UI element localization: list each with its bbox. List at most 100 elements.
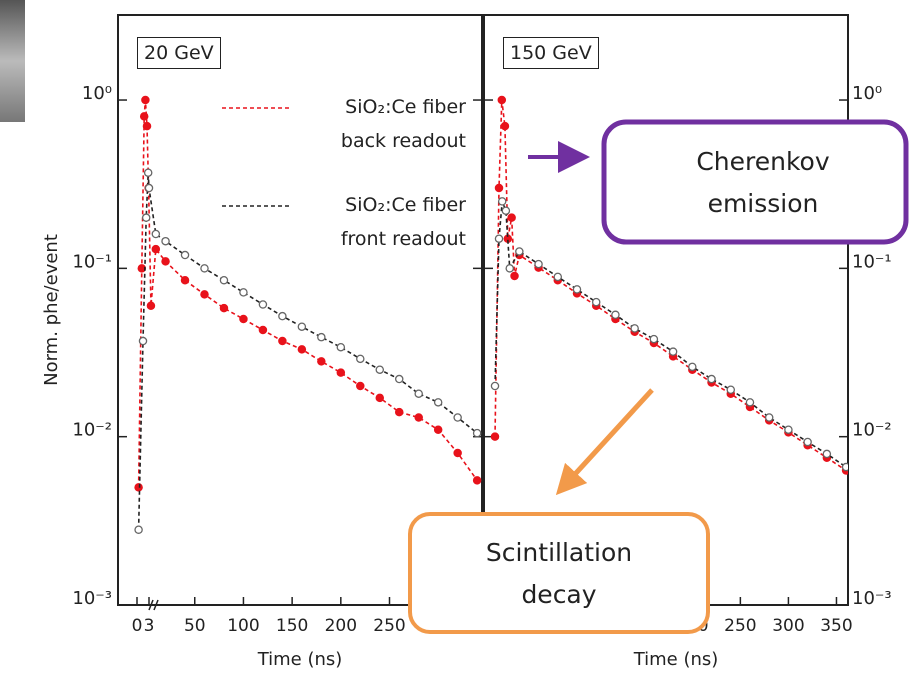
data-point [433, 398, 443, 407]
data-point [336, 342, 346, 352]
data-point [200, 264, 209, 273]
data-point [497, 95, 507, 105]
legend-label: SiO₂:Ce fiber front readout [340, 194, 466, 250]
data-point [726, 385, 736, 395]
data-point [375, 365, 385, 374]
panel-label: 20 GeV [137, 37, 221, 69]
data-point [134, 483, 143, 492]
data-point [161, 257, 170, 266]
y-tick-label: 10⁻³ [72, 588, 112, 609]
data-point [668, 347, 678, 356]
x-tick-label: 0 [132, 616, 143, 636]
y-axis-label: Norm. phe/event [41, 234, 62, 386]
data-point [534, 259, 543, 269]
data-point [841, 462, 848, 472]
data-point [139, 112, 149, 121]
annotation: Cherenkov emission [696, 147, 830, 218]
data-point [497, 197, 507, 206]
data-point [134, 525, 143, 534]
data-point [356, 354, 365, 364]
data-point [764, 413, 774, 422]
data-point [688, 362, 697, 372]
data-point [611, 310, 620, 320]
data-point [219, 275, 229, 285]
data-point [394, 374, 404, 384]
data-point [258, 300, 268, 309]
data-point [553, 272, 563, 282]
x-tick-label: 200 [325, 616, 357, 636]
series-line [137, 99, 478, 488]
data-point [649, 334, 659, 344]
data-point [572, 285, 582, 294]
data-point [142, 121, 152, 131]
data-point [138, 336, 148, 346]
data-point [414, 413, 423, 422]
data-point [510, 271, 519, 281]
data-point [375, 393, 385, 403]
data-point [317, 357, 326, 366]
data-point [200, 290, 209, 299]
data-point [453, 413, 462, 422]
arrow [555, 388, 654, 496]
data-point [336, 368, 346, 377]
annotation: Scintillation decay [485, 538, 633, 609]
x-tick-label: 50 [184, 616, 206, 636]
data-point [507, 213, 516, 222]
data-point [141, 95, 150, 105]
data-point [151, 244, 161, 254]
data-point [784, 425, 793, 434]
data-point [500, 121, 510, 131]
plot-frame [117, 14, 483, 606]
x-tick-label: 350 [820, 616, 852, 636]
data-point [501, 206, 511, 215]
data-point [180, 275, 190, 285]
x-tick-label: 300 [772, 616, 804, 636]
data-point [151, 229, 161, 239]
data-point [297, 345, 307, 354]
legend-label: SiO₂:Ce fiber back readout [340, 96, 466, 152]
x-tick-label: 150 [276, 616, 308, 636]
data-point [472, 476, 482, 485]
data-point [707, 374, 716, 384]
data-point [278, 311, 287, 321]
data-point [472, 428, 482, 438]
data-point [745, 398, 755, 407]
data-point [239, 288, 248, 297]
data-point [219, 303, 229, 313]
data-point [356, 381, 365, 391]
x-tick-label: 250 [373, 616, 405, 636]
data-point [143, 168, 153, 177]
data-point [180, 250, 190, 260]
x-axis-label: Time (ns) [257, 649, 343, 670]
data-point [822, 449, 832, 459]
data-point [515, 247, 524, 256]
y-tick-label: 10⁻³ [852, 588, 892, 609]
data-point [161, 236, 170, 246]
y-tick-label: 10⁻¹ [852, 251, 892, 272]
data-point [494, 183, 504, 193]
data-point [258, 325, 268, 335]
data-point [414, 389, 423, 398]
panel-label: 150 GeV [503, 37, 599, 69]
y-tick-label: 10⁻² [852, 420, 892, 441]
data-point [803, 437, 812, 447]
data-point [317, 332, 326, 342]
data-point [141, 213, 151, 222]
data-point [239, 314, 248, 324]
data-point [505, 264, 514, 273]
data-point [394, 407, 404, 417]
data-point [433, 425, 443, 434]
x-axis-label: Time (ns) [633, 649, 719, 670]
callout-box [601, 119, 909, 245]
photo-strip [0, 0, 25, 122]
data-point [144, 183, 154, 193]
y-tick-label: 10⁻¹ [72, 251, 112, 272]
data-point [630, 324, 639, 333]
y-tick-label: 10⁰ [82, 83, 112, 104]
data-point [490, 381, 500, 391]
series-line [494, 201, 847, 468]
data-point [278, 336, 287, 346]
data-point [494, 234, 504, 243]
